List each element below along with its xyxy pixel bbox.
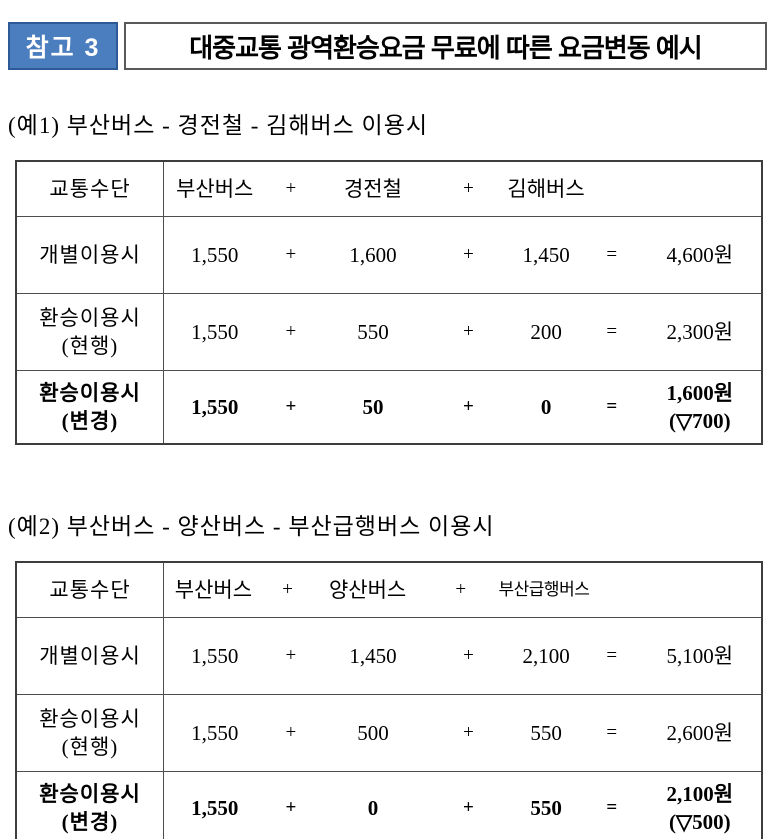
equals-operator: = <box>606 722 618 744</box>
row-label-line1: 환승이용시 <box>39 781 141 806</box>
example-2-label: (예2) 부산버스 - 양산버스 - 부산급행버스 이용시 <box>8 514 495 539</box>
fare-value-1: 1,550 <box>191 643 239 668</box>
header-empty-total <box>642 563 761 617</box>
row-label-line1: 환승이용시 <box>39 305 141 330</box>
total-fare: 4,600원 <box>639 217 761 293</box>
row-label-line1: 개별이용시 <box>39 643 141 668</box>
equals-operator: = <box>606 396 618 418</box>
header-mode-3: 김해버스 <box>507 176 585 201</box>
table-header-row: 교통수단 부산버스 + 경전철 + 김해버스 <box>17 162 761 217</box>
plus-operator: + <box>285 396 297 418</box>
table-row-individual-use: 개별이용시 1,550 + 1,600 + 1,450 = 4,600원 <box>17 217 761 294</box>
fare-value-1: 1,550 <box>191 394 239 419</box>
fare-value-3: 0 <box>540 394 552 419</box>
table-row-transfer-changed: 환승이용시 (변경) 1,550 + 0 + 550 = 2,100원 (▽50… <box>17 772 761 839</box>
header-mode-2: 양산버스 <box>328 577 407 602</box>
header-plus-2: + <box>455 579 467 601</box>
table-row-transfer-current: 환승이용시 (현행) 1,550 + 550 + 200 = 2,300원 <box>17 294 761 371</box>
plus-operator: + <box>463 396 474 418</box>
fare-value-3: 200 <box>530 319 562 344</box>
row-label-line2: (현행) <box>61 334 119 358</box>
fare-decrease: (▽700) <box>668 409 731 433</box>
header-plus-1: + <box>282 579 293 601</box>
plus-operator: + <box>285 722 297 744</box>
reference-badge: 참고 3 <box>8 22 118 70</box>
total-fare: 2,100원 (▽500) <box>639 772 761 839</box>
plus-operator: + <box>463 244 474 266</box>
fare-value-2: 50 <box>362 394 384 419</box>
total-fare: 1,600원 (▽700) <box>639 371 761 443</box>
document-header: 참고 3 대중교통 광역환승요금 무료에 따른 요금변동 예시 <box>8 22 767 70</box>
fare-value-1: 1,550 <box>191 795 239 820</box>
fare-value-2: 1,450 <box>349 643 397 668</box>
total-fare-line1: 4,600원 <box>666 242 734 267</box>
plus-operator: + <box>463 722 474 744</box>
total-fare: 2,300원 <box>639 294 761 370</box>
plus-operator: + <box>285 244 297 266</box>
row-label-line1: 개별이용시 <box>39 242 141 267</box>
row-label-line1: 환승이용시 <box>39 706 141 731</box>
header-mode-2: 경전철 <box>343 176 402 201</box>
fare-value-1: 1,550 <box>191 720 239 745</box>
fare-value-2: 1,600 <box>349 242 397 267</box>
equals-operator: = <box>606 645 618 667</box>
row-label-line1: 환승이용시 <box>39 380 141 405</box>
fare-value-1: 1,550 <box>191 319 239 344</box>
table-row-individual-use: 개별이용시 1,550 + 1,450 + 2,100 = 5,100원 <box>17 618 761 695</box>
plus-operator: + <box>285 797 297 819</box>
example-1-label: (예1) 부산버스 - 경전철 - 김해버스 이용시 <box>8 113 429 138</box>
table-row-transfer-changed: 환승이용시 (변경) 1,550 + 50 + 0 = 1,600원 (▽700… <box>17 371 761 443</box>
row-label: 환승이용시 (변경) <box>17 772 164 839</box>
total-fare-line1: 5,100원 <box>666 643 734 668</box>
table-header-row: 교통수단 부산버스 + 양산버스 + 부산급행버스 <box>17 563 761 618</box>
header-mode-1: 부산버스 <box>176 176 254 201</box>
header-empty-eq <box>589 563 641 617</box>
total-fare-line1: 2,100원 <box>666 781 734 806</box>
page-title: 대중교통 광역환승요금 무료에 따른 요금변동 예시 <box>124 22 767 70</box>
equals-operator: = <box>606 321 618 343</box>
row-label: 환승이용시 (변경) <box>17 371 164 443</box>
plus-operator: + <box>285 321 297 343</box>
total-fare: 2,600원 <box>639 695 761 771</box>
fare-value-2: 550 <box>357 319 389 344</box>
fare-value-2: 500 <box>357 720 389 745</box>
fare-value-1: 1,550 <box>191 242 239 267</box>
fare-table-example-2: 교통수단 부산버스 + 양산버스 + 부산급행버스 개별이용시 1,550 + … <box>15 561 763 839</box>
total-fare: 5,100원 <box>639 618 761 694</box>
table-row-transfer-current: 환승이용시 (현행) 1,550 + 500 + 550 = 2,600원 <box>17 695 761 772</box>
plus-operator: + <box>463 645 474 667</box>
header-empty-total <box>639 162 761 216</box>
column-header-transport-mode: 교통수단 <box>17 563 164 617</box>
fare-value-2: 0 <box>367 795 379 820</box>
row-label-line2: (현행) <box>61 735 119 759</box>
row-label: 환승이용시 (현행) <box>17 695 164 771</box>
header-plus-1: + <box>285 178 297 200</box>
row-label: 개별이용시 <box>17 618 164 694</box>
header-mode-3: 부산급행버스 <box>498 579 590 599</box>
plus-operator: + <box>463 797 474 819</box>
equals-operator: = <box>606 244 618 266</box>
fare-value-3: 550 <box>530 795 562 820</box>
header-plus-2: + <box>463 178 474 200</box>
row-label: 환승이용시 (현행) <box>17 294 164 370</box>
equals-operator: = <box>606 797 618 819</box>
total-fare-line1: 2,300원 <box>666 319 734 344</box>
total-fare-line1: 1,600원 <box>666 380 734 405</box>
total-fare-line1: 2,600원 <box>666 720 734 745</box>
row-label-line2: (변경) <box>61 810 119 834</box>
row-label-line2: (변경) <box>61 409 119 433</box>
fare-value-3: 2,100 <box>522 643 570 668</box>
fare-value-3: 550 <box>530 720 562 745</box>
header-empty-eq <box>585 162 639 216</box>
fare-decrease: (▽500) <box>668 810 731 834</box>
row-label: 개별이용시 <box>17 217 164 293</box>
fare-table-example-1: 교통수단 부산버스 + 경전철 + 김해버스 개별이용시 1,550 + 1,6… <box>15 160 763 445</box>
plus-operator: + <box>463 321 474 343</box>
fare-value-3: 1,450 <box>522 242 570 267</box>
column-header-transport-mode: 교통수단 <box>17 162 164 216</box>
header-mode-1: 부산버스 <box>174 577 253 602</box>
plus-operator: + <box>285 645 297 667</box>
